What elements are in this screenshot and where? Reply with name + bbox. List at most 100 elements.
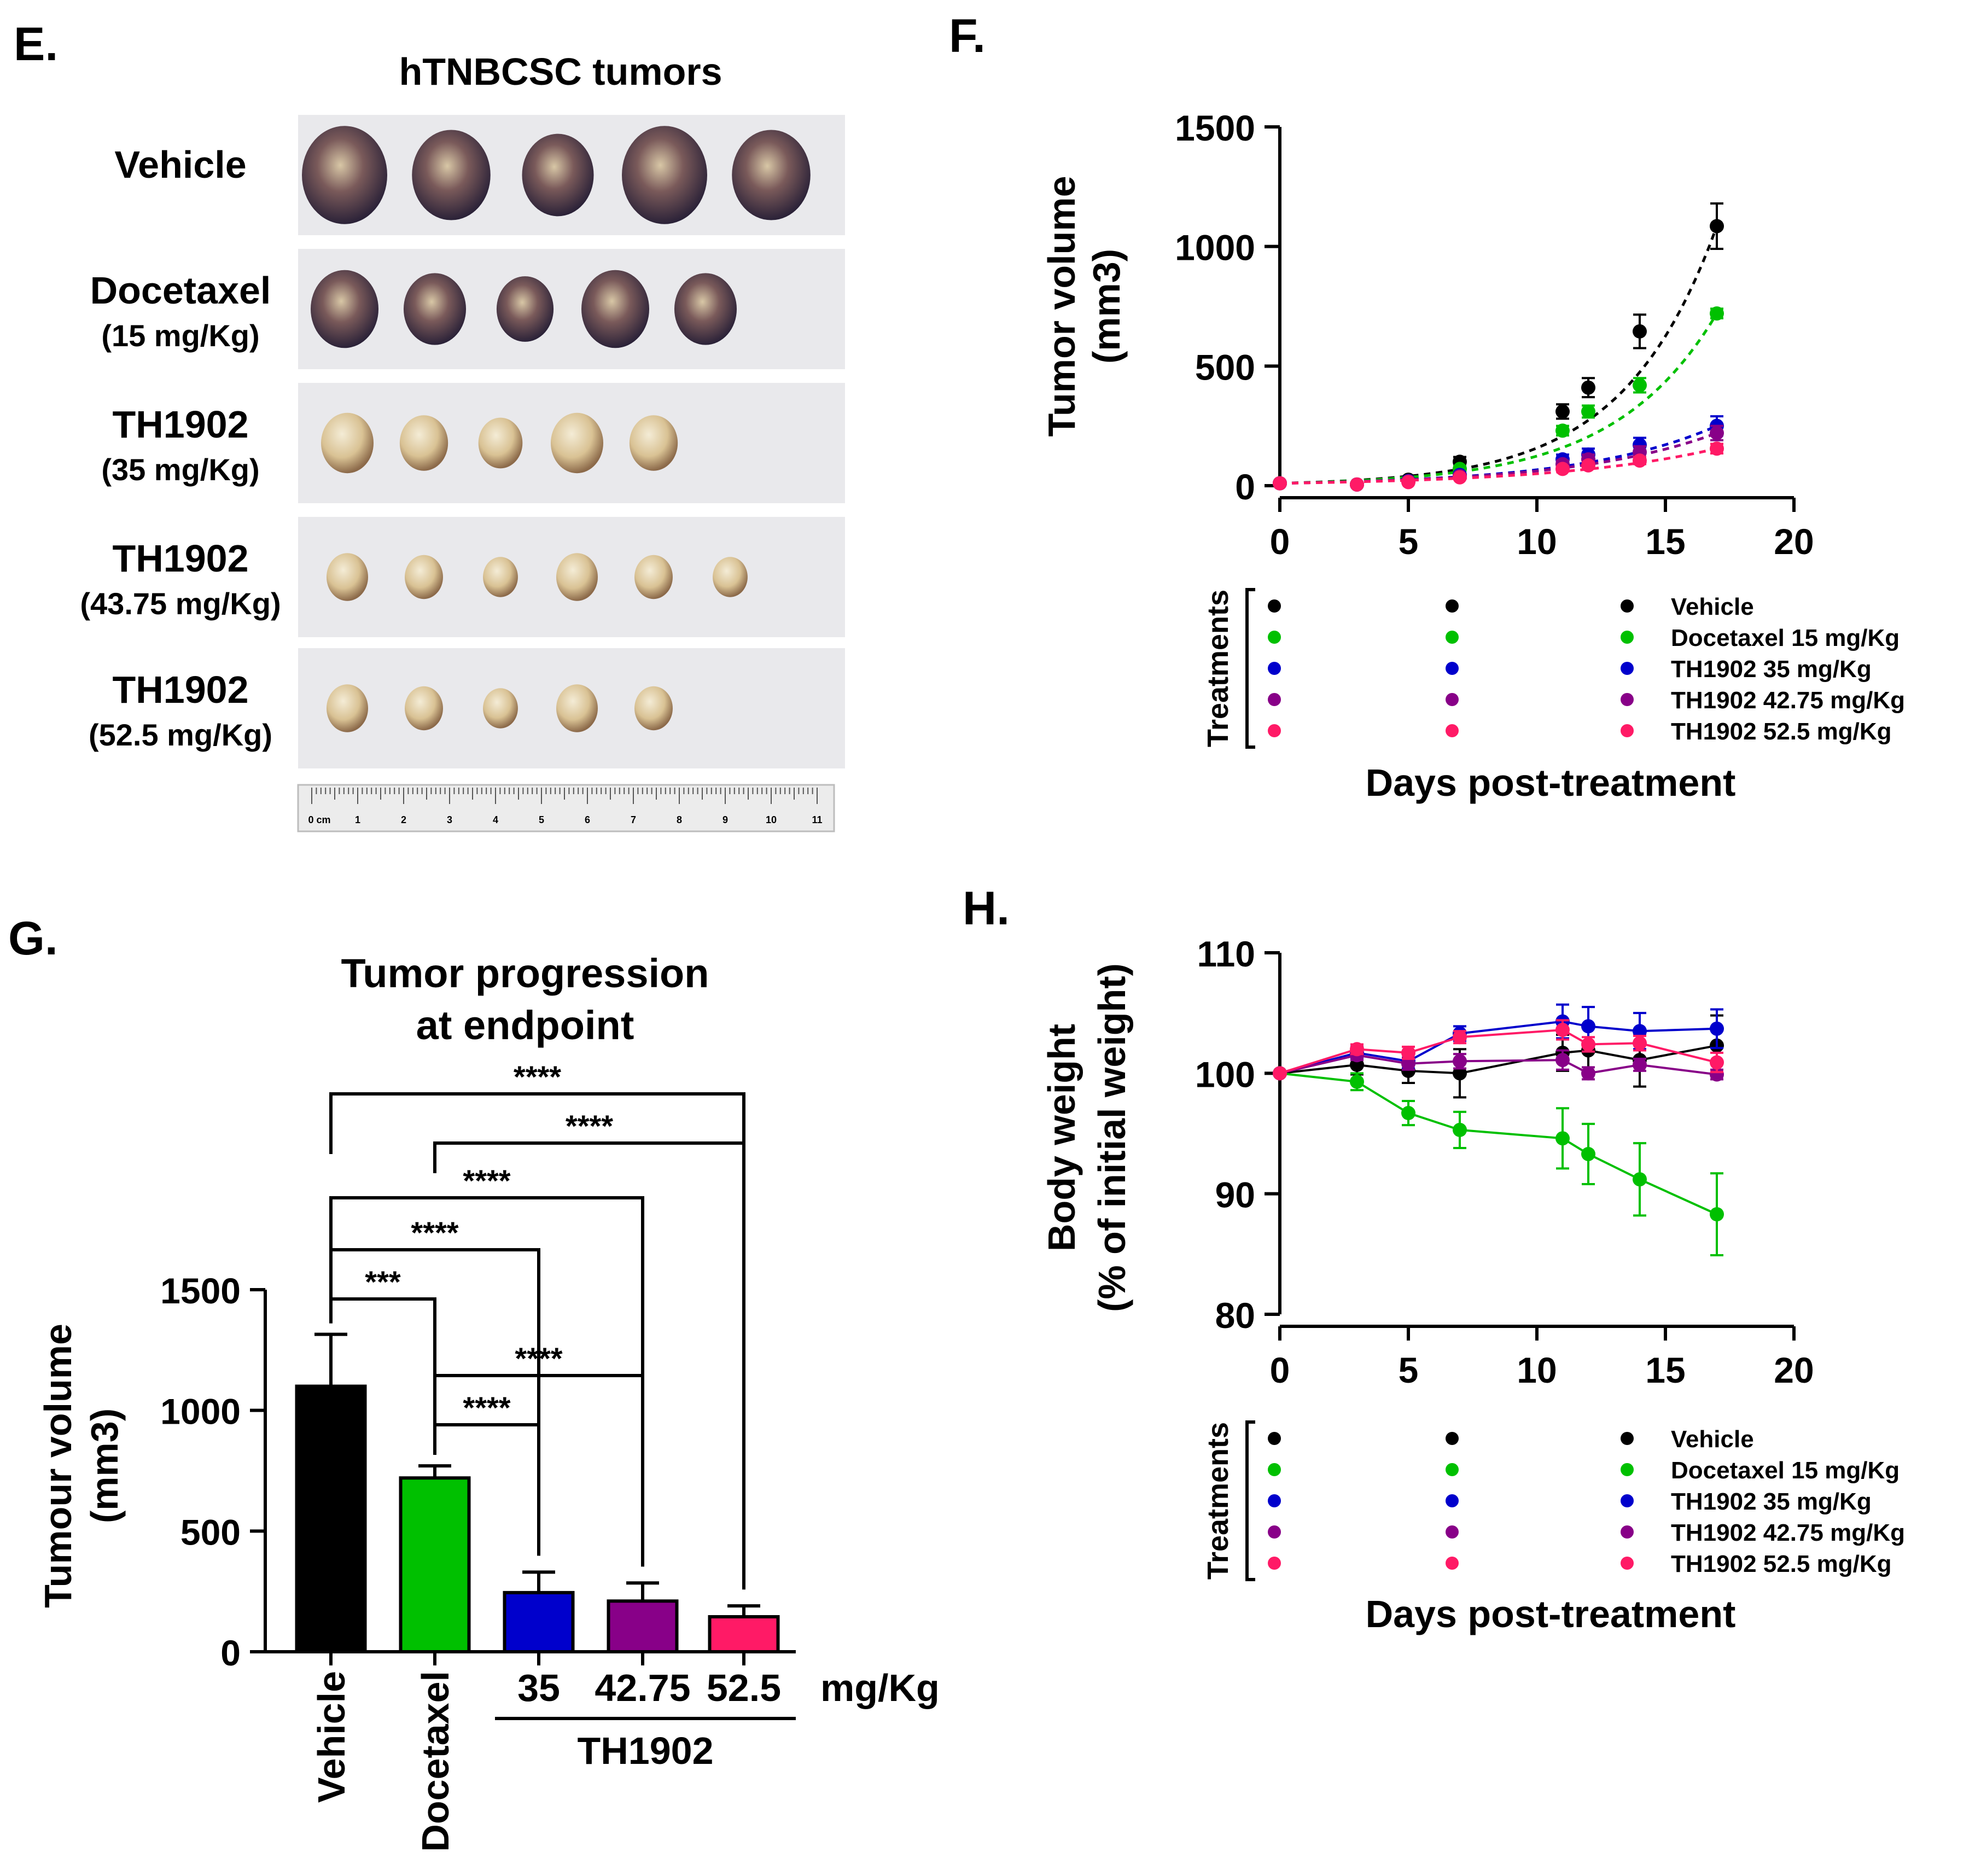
legend-marker: [1621, 724, 1634, 737]
legend-marker: [1446, 662, 1459, 675]
photo-background: [298, 249, 845, 369]
photo-row: TH1902 (43.75 mg/Kg): [80, 517, 845, 637]
legend-marker: [1268, 693, 1281, 706]
data-point: [1453, 1054, 1467, 1069]
y-axis-unit: (mm3): [83, 1408, 126, 1523]
tumor-photo: [412, 130, 491, 220]
photo-row: TH1902 (35 mg/Kg): [101, 383, 845, 503]
ruler-mark-label: 2: [401, 814, 406, 825]
legend-marker: [1446, 1494, 1459, 1507]
tumor-photo: [629, 415, 678, 471]
panel-letter-f: F.: [949, 10, 986, 62]
panel-e-photos: hTNBCSC tumors Vehicle Docetaxel (15 mg/Kg…: [80, 50, 845, 832]
ruler-body: [297, 784, 835, 832]
data-point: [1710, 1207, 1724, 1222]
ruler-mark-label: 9: [723, 814, 728, 825]
x-tick-label: 15: [1645, 1350, 1685, 1390]
tumor-photo: [496, 276, 554, 342]
legend-marker: [1621, 1432, 1634, 1445]
tumor-photo: [405, 555, 443, 599]
row-label-dose: (15 mg/Kg): [101, 318, 259, 353]
ruler-mark-label: 4: [493, 814, 498, 825]
x-tick-label: 5: [1399, 521, 1419, 562]
tumor-photo: [478, 417, 523, 469]
y-axis-title-text: Tumor volume: [1040, 176, 1083, 436]
series: [1273, 1019, 1724, 1081]
legend-marker: [1446, 1525, 1459, 1539]
data-point: [1633, 453, 1647, 468]
x-tick-label: 10: [1517, 521, 1557, 562]
legend-marker: [1446, 631, 1459, 644]
row-label-name: TH1902: [112, 403, 248, 446]
bar: [295, 1384, 367, 1654]
significance-label: ****: [463, 1163, 510, 1198]
data-point: [1401, 1056, 1415, 1071]
chart-subtitle: at endpoint: [416, 1003, 634, 1048]
tumor-photo: [551, 412, 603, 474]
tumor-photo: [321, 412, 374, 474]
tumor-photo: [581, 270, 649, 348]
ruler: 0 cm 1 2 3 4 5 6 7 8 9 10 11: [297, 784, 835, 832]
ruler-mark-label: 11: [812, 814, 822, 825]
tumor-photo: [634, 555, 673, 599]
tumor-photo: [483, 688, 518, 729]
significance-bracket: [329, 1196, 644, 1567]
bar: [708, 1615, 780, 1653]
significance-label: ***: [365, 1265, 401, 1299]
data-point: [1710, 426, 1724, 440]
legend-bracket: [1245, 588, 1255, 749]
x-tick-label: 20: [1774, 1350, 1814, 1390]
legend-marker: [1621, 631, 1634, 644]
significance-label: ****: [514, 1059, 561, 1094]
legend-marker: [1268, 1557, 1281, 1570]
legend-marker: [1621, 599, 1634, 613]
series-line: [1279, 1044, 1717, 1075]
legend-label: TH1902 35 mg/Kg: [1671, 1488, 1872, 1515]
tumor-photo: [405, 686, 443, 731]
ruler-mark-label: 0 cm: [308, 814, 330, 825]
photo-row: Docetaxel (15 mg/Kg): [90, 249, 845, 369]
category-label: 35: [517, 1667, 560, 1709]
data-point: [1710, 441, 1724, 456]
tumor-photo: [327, 553, 368, 601]
legend-marker: [1621, 1494, 1634, 1507]
panel-letter-e: E.: [14, 18, 58, 71]
x-tick-label: 0: [1270, 521, 1290, 562]
ruler-mark-label: 6: [585, 814, 590, 825]
category-label: 42.75: [595, 1667, 690, 1709]
tumor-photo: [556, 553, 598, 601]
x-axis-title: Days post-treatment: [1366, 761, 1736, 804]
row-label-name: Docetaxel: [90, 269, 271, 312]
series: [1273, 1003, 1724, 1081]
tumor-photo: [622, 126, 707, 224]
data-point: [1350, 1074, 1364, 1089]
data-point: [1350, 1042, 1364, 1057]
data-point: [1710, 219, 1724, 234]
legend-label: Vehicle: [1671, 1426, 1754, 1453]
y-axis-unit: (mm3): [1085, 249, 1128, 364]
legend-marker: [1268, 1463, 1281, 1476]
significance-bracket: [433, 1141, 745, 1590]
row-label-dose: (43.75 mg/Kg): [80, 586, 281, 621]
ruler-mark-label: 7: [631, 814, 636, 825]
data-point: [1581, 458, 1595, 473]
legend: Treatments Vehicle Docetaxel 15 mg/Kg TH190…: [1202, 1420, 1905, 1581]
tumor-photo: [713, 557, 748, 597]
data-point: [1401, 1045, 1415, 1060]
legend-marker: [1268, 724, 1281, 737]
legend-label: Docetaxel 15 mg/Kg: [1671, 625, 1900, 651]
legend-marker: [1446, 1463, 1459, 1476]
category-label: Vehicle: [310, 1671, 353, 1803]
data-point: [1555, 404, 1570, 419]
legend-label: TH1902 52.5 mg/Kg: [1671, 1551, 1892, 1577]
tumor-photo: [311, 270, 378, 348]
legend: Treatments Vehicle Docetaxel 15 mg/Kg TH190…: [1202, 588, 1905, 749]
data-point: [1401, 475, 1415, 490]
legend-marker: [1446, 724, 1459, 737]
y-axis-title: Body weight (% of initial weight): [1040, 963, 1133, 1312]
tumor-photo: [403, 273, 467, 345]
legend-marker: [1446, 1557, 1459, 1570]
ruler-mark-label: 3: [447, 814, 452, 825]
photo-rows: Vehicle Docetaxel (15 mg/Kg) TH1902 (35 mg/K…: [80, 115, 845, 768]
y-tick-label: 1500: [160, 1271, 241, 1311]
